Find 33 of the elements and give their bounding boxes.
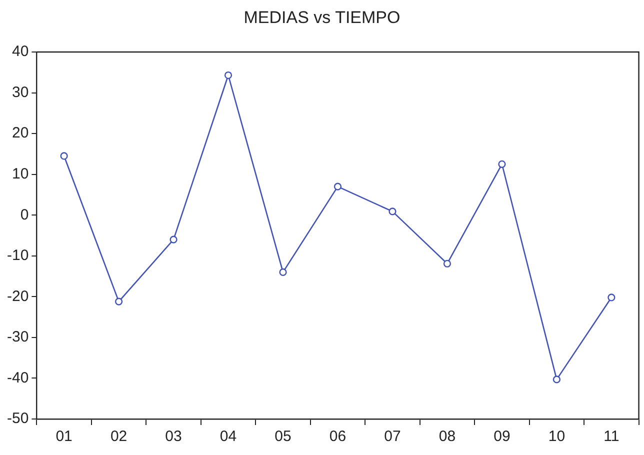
y-tick-label: -20	[6, 288, 29, 305]
x-tick-label: 03	[165, 428, 182, 446]
y-tick-label: 30	[12, 84, 29, 101]
x-tick-label: 06	[329, 428, 346, 446]
y-tick-label: 20	[12, 124, 29, 142]
x-tick-label: 07	[384, 428, 401, 446]
y-tick-label: 40	[12, 43, 29, 60]
point	[498, 160, 506, 168]
y-tick-label: 10	[12, 165, 29, 182]
point	[279, 268, 287, 276]
point	[334, 182, 342, 190]
x-tick-label: 08	[438, 428, 456, 446]
chart-title: MEDIAS vs TIEMPO	[242, 8, 402, 28]
point	[608, 294, 616, 302]
point	[552, 376, 560, 384]
x-tick-label: 05	[274, 428, 292, 446]
x-tick-label: 09	[494, 428, 510, 446]
point	[114, 298, 123, 306]
point	[60, 152, 68, 160]
x-tick-label: 01	[56, 428, 72, 446]
x-tick-label: 11	[604, 428, 620, 446]
point	[224, 71, 232, 80]
y-tick-label: -50	[6, 410, 29, 428]
point	[170, 236, 178, 244]
x-tick-label: 04	[220, 428, 237, 446]
x-tick-label: 02	[110, 428, 128, 446]
y-tick-label: -40	[6, 369, 29, 386]
point	[388, 208, 396, 216]
y-tick-label: -30	[6, 328, 29, 346]
y-tick-label: 0	[20, 206, 29, 224]
x-tick-label: 10	[548, 428, 566, 446]
point	[443, 260, 452, 268]
y-tick-label: -10	[6, 247, 29, 264]
